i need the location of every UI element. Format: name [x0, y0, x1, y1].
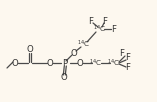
- Text: $^{14}$C: $^{14}$C: [89, 57, 103, 69]
- Text: O: O: [71, 48, 77, 58]
- Text: F: F: [89, 17, 94, 26]
- Text: O: O: [27, 45, 33, 54]
- Text: O: O: [77, 59, 83, 68]
- Text: P: P: [62, 59, 68, 68]
- Text: F: F: [125, 64, 130, 73]
- Text: $^{14}$C: $^{14}$C: [77, 38, 91, 50]
- Text: F: F: [125, 54, 130, 63]
- Text: $^{14}$C: $^{14}$C: [93, 23, 107, 35]
- Text: $^{14}$C: $^{14}$C: [107, 57, 121, 69]
- Text: F: F: [103, 17, 108, 26]
- Text: F: F: [111, 24, 116, 33]
- Text: O: O: [61, 74, 68, 83]
- Text: F: F: [119, 49, 125, 59]
- Text: O: O: [47, 59, 53, 68]
- Text: O: O: [12, 59, 18, 68]
